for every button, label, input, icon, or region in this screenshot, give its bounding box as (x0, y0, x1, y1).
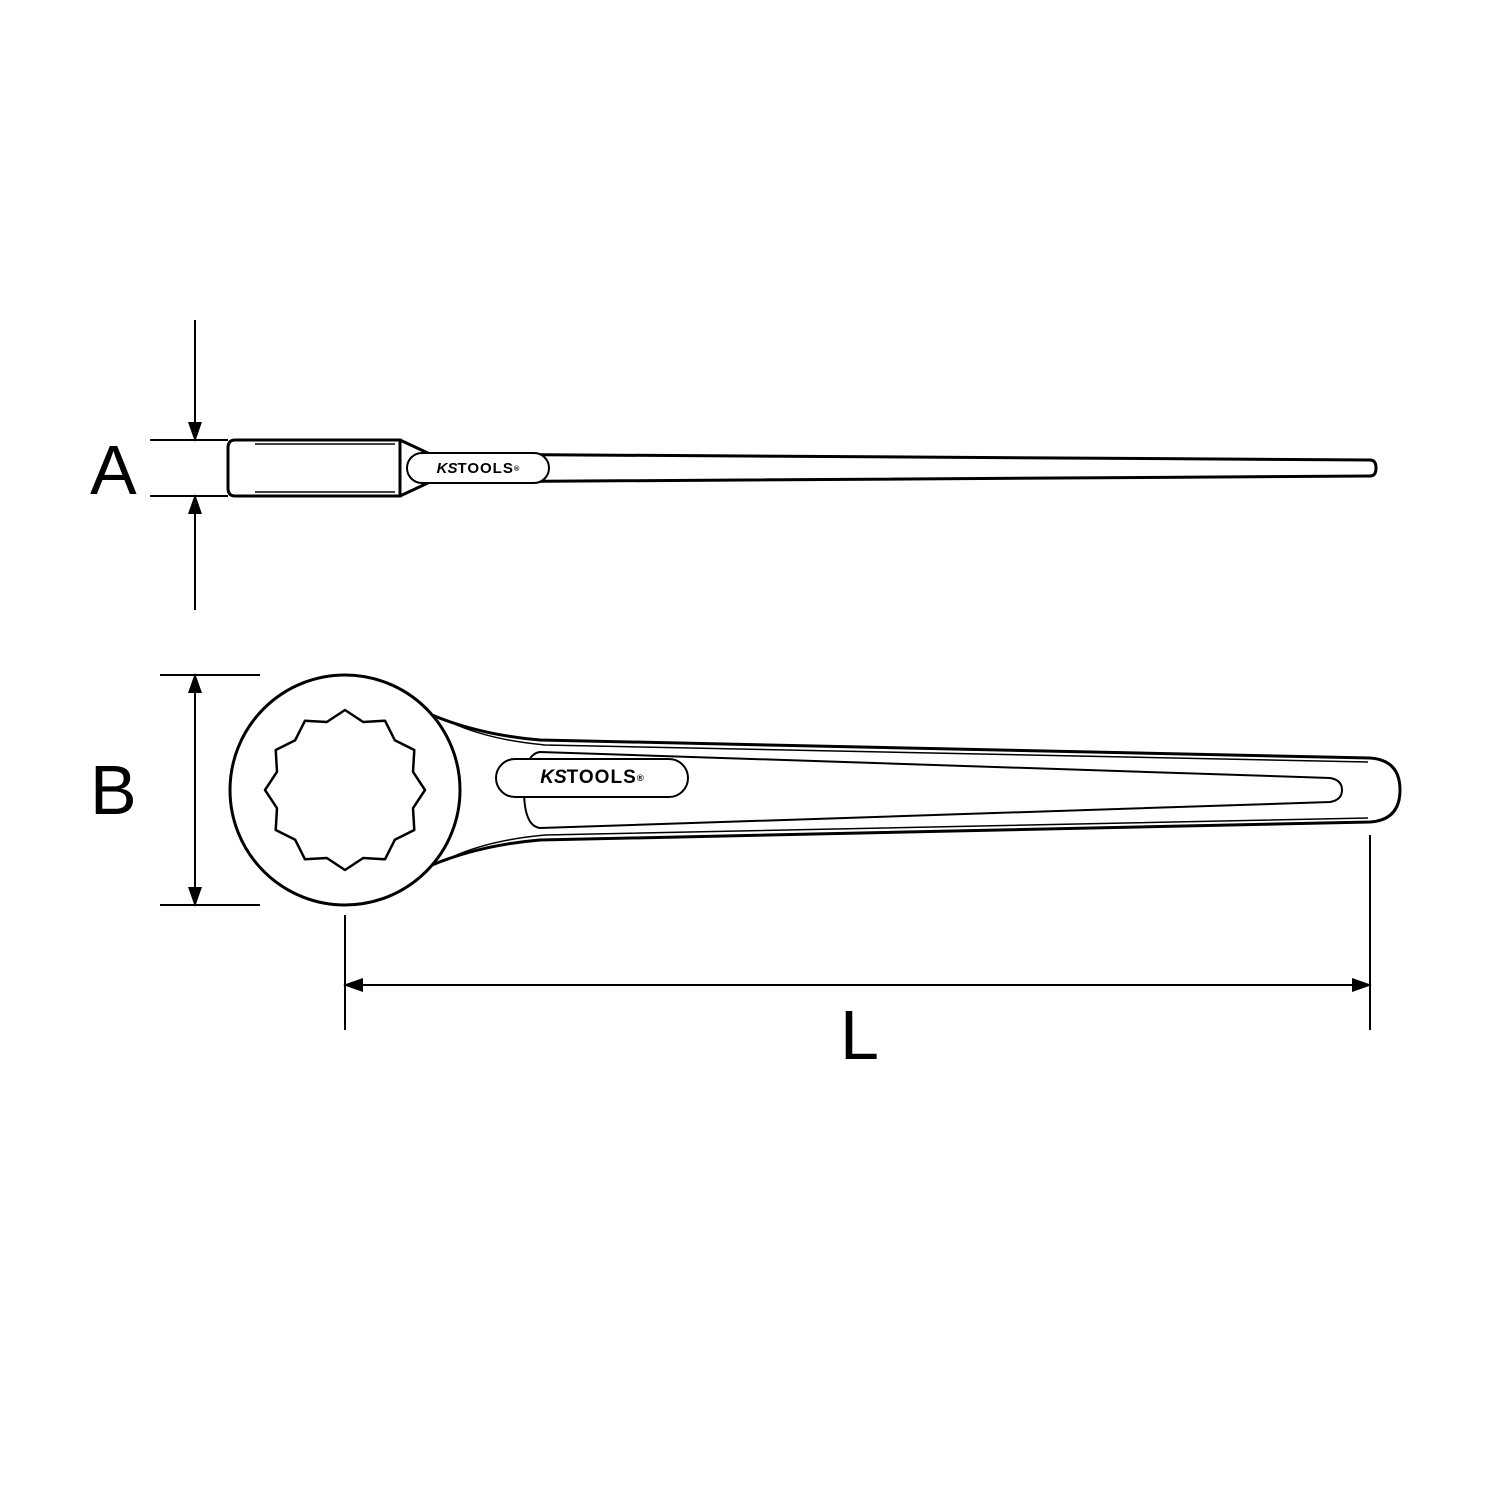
brand-logo-front: KS TOOLS ® (495, 758, 689, 798)
dim-label-A: A (90, 430, 137, 510)
logo-ks: KS (540, 767, 566, 789)
logo-reg: ® (637, 773, 644, 784)
dimension-B (160, 675, 260, 905)
dim-label-B: B (90, 750, 137, 830)
logo-tools: TOOLS (567, 767, 637, 789)
logo-reg: ® (514, 464, 520, 473)
logo-ks: KS (437, 460, 458, 477)
brand-logo-top: KS TOOLS ® (406, 452, 550, 484)
drawing-svg (0, 0, 1500, 1500)
diagram-canvas: { "diagram": { "type": "technical-drawin… (0, 0, 1500, 1500)
dimension-A (150, 320, 228, 610)
logo-tools: TOOLS (457, 460, 513, 477)
ring-socket (265, 710, 425, 870)
dim-label-L: L (840, 995, 879, 1075)
top-view (228, 440, 1376, 496)
front-view (230, 675, 1400, 905)
